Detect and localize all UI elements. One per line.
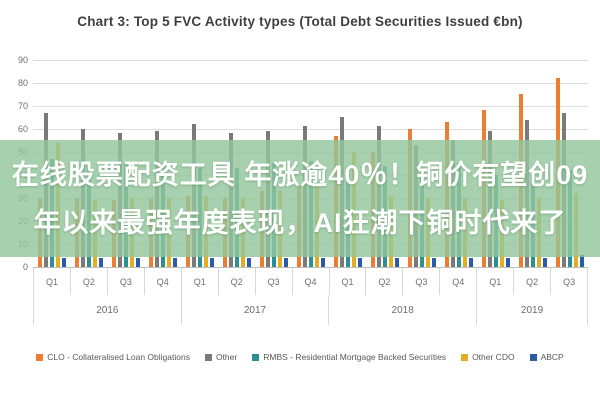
quarter-label-row: Q1 Q2 Q3 Q4 Q1 Q2 Q3 Q4 Q1 Q2 Q3 Q4 Q1 Q2 Q3 [33,267,589,295]
bar-abcp-2 [98,257,103,267]
legend-label: ABCP [540,352,564,362]
x-tick-year-2016: 2016 [33,295,182,325]
y-tick-label-0: 0 [22,262,28,272]
gridline-90 [33,59,588,61]
x-axis: Q1 Q2 Q3 Q4 Q1 Q2 Q3 Q4 Q1 Q2 Q3 Q4 Q1 Q2 Q3 2016 2017 2… [33,267,589,325]
legend-swatch-icon [529,353,537,361]
x-tick-quarter-1: Q1 [33,268,71,295]
bar-abcp-14 [542,257,547,267]
bar-abcp-11 [431,257,436,267]
x-tick-quarter-5: Q1 [182,268,219,295]
legend-label: Other [215,352,238,362]
x-tick-quarter-11: Q3 [403,268,441,295]
legend-swatch-icon [461,353,469,361]
bar-abcp-15 [579,255,584,267]
legend-item-clo: CLO - Collateralised Loan Obligations [36,352,190,362]
x-tick-quarter-8: Q4 [293,268,330,295]
legend-swatch-icon [252,353,260,361]
bar-abcp-13 [505,257,510,267]
x-tick-quarter-2: Q2 [71,268,108,295]
legend-label: RMBS - Residential Mortgage Backed Secur… [263,352,447,362]
gridline-60 [33,128,588,130]
chart-title: Chart 3: Top 5 FVC Activity types (Total… [77,14,523,29]
bar-abcp-6 [246,257,251,267]
gridline-80 [33,82,588,84]
legend-label: Other CDO [472,352,515,362]
y-tick-label-80: 80 [17,77,28,88]
x-tick-quarter-7: Q3 [256,268,293,295]
x-tick-year-2017: 2017 [182,295,330,325]
year-label-row: 2016 2017 2018 2019 [33,295,589,325]
bar-abcp-1 [61,257,66,267]
bar-abcp-9 [357,257,362,267]
bar-abcp-10 [394,257,399,267]
x-tick-quarter-14: Q2 [514,268,552,295]
x-tick-year-2019: 2019 [477,295,589,325]
bar-abcp-3 [135,257,140,267]
x-tick-quarter-10: Q2 [366,268,404,295]
chart-legend: CLO - Collateralised Loan Obligations Oth… [0,352,600,362]
bar-abcp-12 [468,257,473,267]
x-tick-quarter-9: Q1 [330,268,367,295]
x-tick-quarter-15: Q3 [551,268,589,295]
y-tick-label-90: 90 [17,54,28,65]
y-tick-label-60: 60 [17,123,28,134]
bar-abcp-8 [320,257,325,267]
legend-swatch-icon [36,353,44,361]
legend-item-abcp: ABCP [529,352,564,362]
x-tick-quarter-4: Q4 [145,268,182,295]
overlay-text-line2: 年以来最强年度表现，AI狂潮下铜时代来了 [33,207,567,238]
y-tick-label-70: 70 [17,100,28,111]
x-tick-quarter-13: Q1 [477,268,515,295]
legend-item-other: Other [204,352,238,362]
x-tick-quarter-3: Q3 [108,268,145,295]
overlay-text-line1: 在线股票配资工具 年涨逾40％！铜价有望创09 [11,159,589,190]
bar-abcp-5 [209,257,214,267]
news-overlay-banner: 在线股票配资工具 年涨逾40％！铜价有望创09 年以来最强年度表现，AI狂潮下铜… [0,140,600,257]
x-tick-quarter-12: Q4 [440,268,478,295]
x-tick-year-2018: 2018 [329,295,478,325]
legend-label: CLO - Collateralised Loan Obligations [47,352,190,362]
legend-swatch-icon [204,353,212,361]
gridline-70 [33,105,588,107]
bar-abcp-7 [283,257,288,267]
legend-item-rmbs: RMBS - Residential Mortgage Backed Secur… [252,352,446,362]
bar-abcp-4 [172,257,177,267]
x-tick-quarter-6: Q2 [219,268,256,295]
legend-item-other-cdo: Other CDO [461,352,515,362]
